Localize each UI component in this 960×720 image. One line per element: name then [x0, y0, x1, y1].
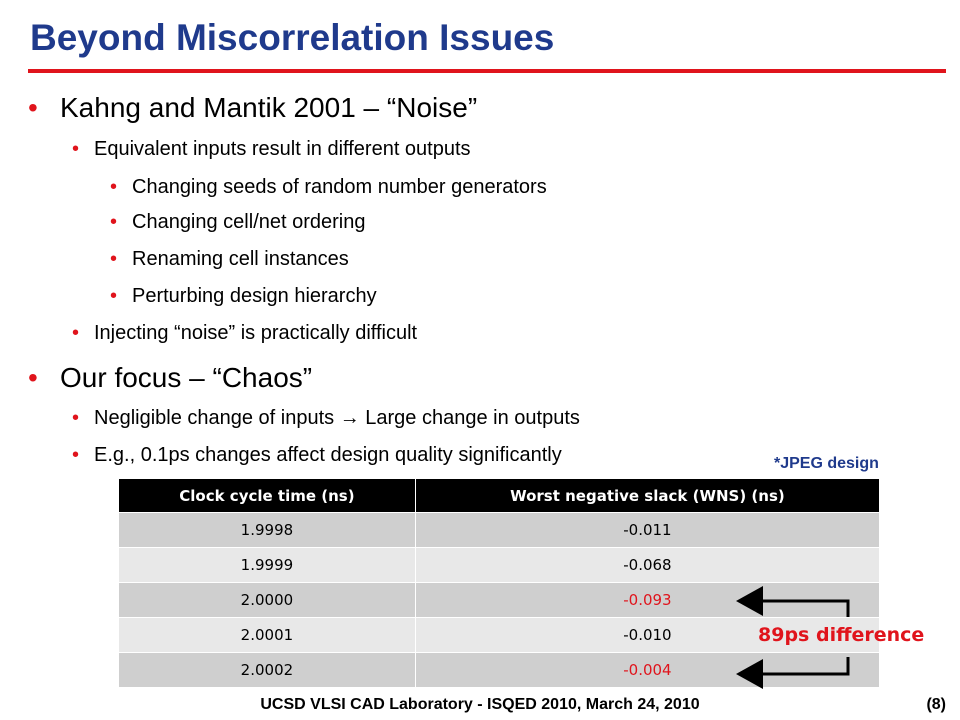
- bullet-dot: •: [28, 92, 38, 123]
- bullet-text: Changing cell/net ordering: [132, 211, 366, 233]
- table-row: 1.9998 -0.011: [118, 512, 881, 548]
- bullet-dot: •: [110, 211, 118, 233]
- cell-wns-highlight: -0.093: [414, 582, 881, 618]
- table-row: 1.9999 -0.068: [118, 547, 881, 583]
- cell-wns: -0.068: [414, 547, 881, 583]
- header-wns: Worst negative slack (WNS) (ns): [414, 478, 881, 513]
- table-header-row: Clock cycle time (ns) Worst negative sla…: [118, 478, 881, 513]
- page-number: (8): [926, 696, 946, 713]
- wns-table: Clock cycle time (ns) Worst negative sla…: [118, 478, 881, 688]
- bullet-dot: •: [72, 322, 80, 344]
- bullet-dot: •: [110, 285, 118, 307]
- table-row: 2.0000 -0.093: [118, 582, 881, 618]
- cell-clock: 2.0001: [118, 617, 416, 653]
- difference-label: 89ps difference: [758, 624, 925, 646]
- cell-clock: 1.9998: [118, 512, 416, 548]
- bullet-text: Kahng and Mantik 2001 – “Noise”: [60, 92, 478, 123]
- header-clock-cycle: Clock cycle time (ns): [118, 478, 416, 513]
- title-underline: [28, 69, 946, 73]
- bullet-dot: •: [72, 444, 80, 466]
- slide-title: Beyond Miscorrelation Issues: [30, 17, 555, 58]
- bullet-text: E.g., 0.1ps changes affect design qualit…: [94, 444, 562, 466]
- footer-text: UCSD VLSI CAD Laboratory - ISQED 2010, M…: [260, 696, 700, 713]
- cell-clock: 2.0000: [118, 582, 416, 618]
- bullet-text: Renaming cell instances: [132, 248, 349, 270]
- bullet-dot: •: [110, 176, 118, 198]
- cell-clock: 1.9999: [118, 547, 416, 583]
- cell-wns: -0.011: [414, 512, 881, 548]
- bullet-text: Perturbing design hierarchy: [132, 285, 377, 307]
- bullet-dot: •: [28, 362, 38, 393]
- table-row: 2.0001 -0.010: [118, 617, 881, 653]
- jpeg-design-note: *JPEG design: [774, 455, 879, 472]
- bullet-text: Negligible change of inputs → Large chan…: [94, 407, 580, 429]
- cell-clock: 2.0002: [118, 652, 416, 688]
- bullet-dot: •: [72, 138, 80, 160]
- bullet-text: Changing seeds of random number generato…: [132, 176, 547, 198]
- table-row: 2.0002 -0.004: [118, 652, 881, 688]
- bullet-dot: •: [110, 248, 118, 270]
- bullet-text: Our focus – “Chaos”: [60, 362, 313, 393]
- bullet-text: Injecting “noise” is practically difficu…: [94, 322, 418, 344]
- cell-wns: -0.010: [414, 617, 881, 653]
- cell-wns-highlight: -0.004: [414, 652, 881, 688]
- bullet-dot: •: [72, 407, 80, 429]
- bullet-text: Equivalent inputs result in different ou…: [94, 138, 471, 160]
